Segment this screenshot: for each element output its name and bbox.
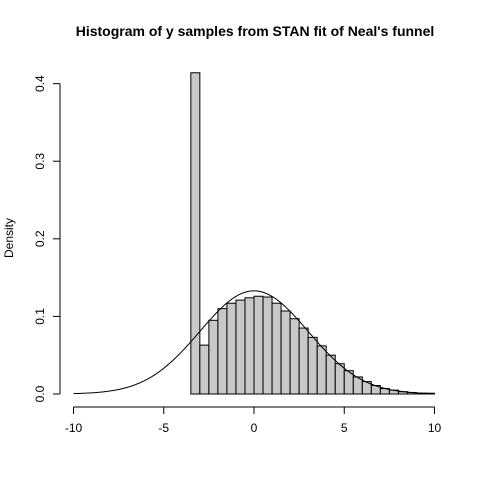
histogram-bar <box>199 344 210 395</box>
y-axis-label: Density <box>2 218 16 258</box>
histogram-bar <box>253 295 264 395</box>
histogram-bar <box>190 72 201 395</box>
x-axis: -10 -5 0 5 10 <box>65 406 442 435</box>
y-tick-label: 0.0 <box>33 385 47 402</box>
histogram-bar <box>217 308 228 395</box>
histogram-bar <box>334 363 345 395</box>
histogram-bar <box>208 319 219 395</box>
density-curve <box>73 290 435 395</box>
y-tick-label: 0.1 <box>33 308 47 325</box>
histogram-bar <box>271 302 282 395</box>
x-tick-label: 0 <box>251 421 258 435</box>
y-axis: 0.0 0.1 0.2 0.3 0.4 <box>33 75 61 402</box>
y-tick-label: 0.2 <box>33 230 47 247</box>
y-tick-label: 0.3 <box>33 153 47 170</box>
histogram-bars <box>190 72 436 395</box>
y-tick-label: 0.4 <box>33 75 47 92</box>
histogram-bar <box>262 296 273 395</box>
histogram-bar <box>325 354 336 395</box>
histogram-bar <box>235 299 246 395</box>
histogram-bar <box>298 327 309 395</box>
histogram-bar <box>316 345 327 395</box>
x-tick-label: 5 <box>341 421 348 435</box>
histogram-bar <box>307 336 318 395</box>
histogram-bar <box>280 310 291 395</box>
x-tick-label: -10 <box>65 421 83 435</box>
histogram-bar <box>289 318 300 395</box>
histogram-bar <box>244 297 255 395</box>
histogram-bar <box>226 302 237 395</box>
x-tick-label: 10 <box>428 421 442 435</box>
chart-title: Histogram of y samples from STAN fit of … <box>76 23 435 39</box>
x-tick-label: -5 <box>158 421 169 435</box>
